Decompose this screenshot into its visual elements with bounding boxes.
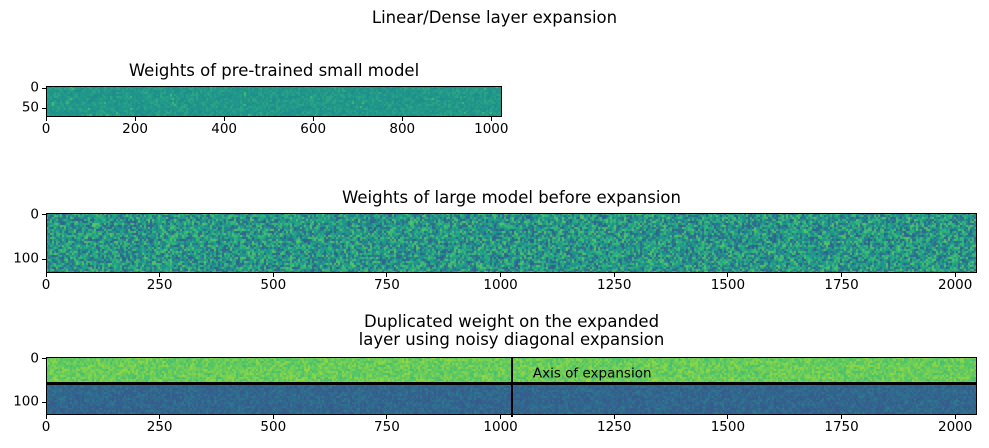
- axis-of-expansion-label: Axis of expansion: [532, 365, 652, 382]
- x-tick-label: 1750: [824, 277, 859, 293]
- y-tick-mark: [42, 87, 46, 89]
- figure-suptitle: Linear/Dense layer expansion: [371, 8, 618, 27]
- x-tick-label: 600: [300, 121, 327, 137]
- x-tick-label: 1000: [483, 277, 518, 293]
- y-tick-mark: [42, 358, 46, 360]
- y-tick-mark: [42, 258, 46, 260]
- x-tick-mark: [727, 273, 729, 277]
- x-tick-label: 1250: [597, 277, 632, 293]
- x-tick-label: 1000: [474, 121, 509, 137]
- x-tick-mark: [272, 273, 274, 277]
- x-tick-mark: [159, 415, 161, 419]
- x-tick-mark: [312, 117, 314, 121]
- x-tick-label: 1000: [483, 419, 518, 435]
- x-tick-mark: [159, 273, 161, 277]
- x-tick-mark: [841, 415, 843, 419]
- x-tick-mark: [954, 273, 956, 277]
- x-tick-label: 400: [211, 121, 238, 137]
- x-tick-label: 0: [41, 277, 51, 293]
- x-tick-mark: [45, 117, 47, 121]
- y-tick-mark: [42, 214, 46, 216]
- x-tick-mark: [223, 117, 225, 121]
- x-tick-label: 200: [122, 121, 148, 137]
- x-tick-label: 750: [374, 419, 400, 435]
- x-tick-mark: [401, 117, 403, 121]
- small-model-heatmap: [46, 86, 502, 117]
- y-tick-label: 100: [13, 250, 39, 267]
- x-tick-label: 250: [146, 277, 173, 293]
- axis-of-expansion-line: [510, 357, 513, 417]
- x-tick-label: 1750: [824, 419, 859, 435]
- x-tick-label: 2000: [937, 419, 973, 435]
- x-tick-label: 1500: [710, 277, 746, 293]
- subplot-expanded-model-title: Duplicated weight on the expanded layer …: [358, 312, 665, 349]
- x-tick-label: 0: [41, 419, 51, 435]
- subplot-large-model-title: Weights of large model before expansion: [342, 188, 681, 207]
- x-tick-mark: [841, 273, 843, 277]
- x-tick-label: 250: [146, 419, 173, 435]
- x-tick-mark: [45, 415, 47, 419]
- x-tick-label: 0: [41, 121, 51, 137]
- x-tick-mark: [500, 415, 502, 419]
- subplot-small-model-title: Weights of pre-trained small model: [128, 61, 420, 80]
- x-tick-mark: [134, 117, 136, 121]
- x-tick-mark: [613, 273, 615, 277]
- y-tick-label: 50: [21, 99, 39, 116]
- x-tick-mark: [45, 273, 47, 277]
- y-tick-mark: [42, 107, 46, 109]
- x-tick-label: 1250: [597, 419, 632, 435]
- x-tick-mark: [613, 415, 615, 419]
- y-tick-label: 0: [30, 206, 39, 223]
- x-tick-mark: [500, 273, 502, 277]
- x-tick-mark: [727, 415, 729, 419]
- y-tick-label: 0: [30, 350, 39, 367]
- y-tick-label: 0: [30, 79, 39, 96]
- x-tick-mark: [954, 415, 956, 419]
- x-tick-label: 750: [374, 277, 400, 293]
- x-tick-label: 500: [260, 277, 287, 293]
- x-tick-mark: [272, 415, 274, 419]
- x-tick-mark: [386, 415, 388, 419]
- large-model-heatmap: [46, 213, 977, 273]
- x-tick-label: 800: [389, 121, 416, 137]
- x-tick-mark: [386, 273, 388, 277]
- y-tick-mark: [42, 401, 46, 403]
- x-tick-label: 2000: [937, 277, 973, 293]
- x-tick-mark: [490, 117, 492, 121]
- y-tick-label: 100: [13, 393, 39, 410]
- x-tick-label: 500: [260, 419, 287, 435]
- x-tick-label: 1500: [710, 419, 746, 435]
